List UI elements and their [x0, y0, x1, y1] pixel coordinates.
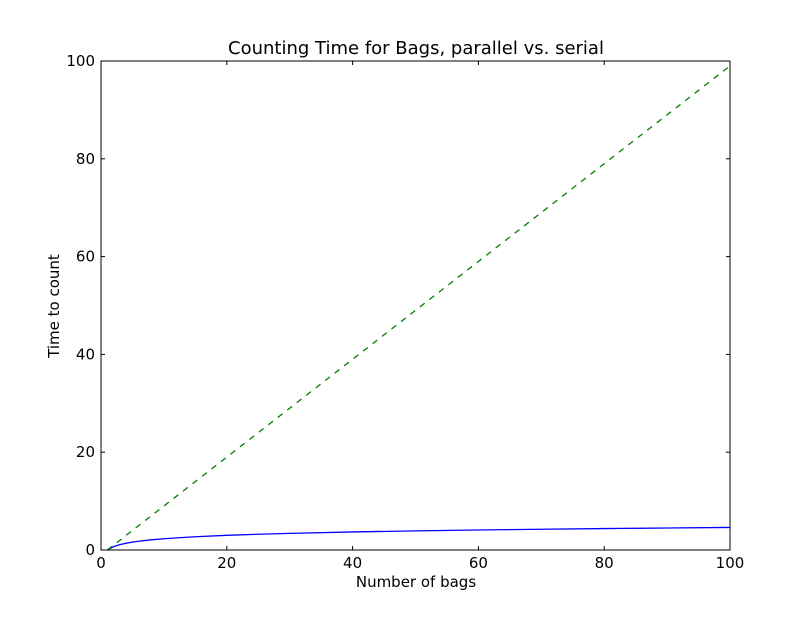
plot-frame — [100, 60, 731, 551]
y-tick-label: 20 — [76, 443, 95, 461]
plot-area — [101, 61, 730, 550]
y-tick-label: 40 — [76, 345, 95, 363]
x-tick-label: 100 — [716, 554, 745, 572]
y-tick-label: 0 — [85, 541, 95, 559]
x-tick-label: 0 — [96, 554, 106, 572]
chart-title: Counting Time for Bags, parallel vs. ser… — [228, 38, 604, 59]
y-tick-label: 60 — [76, 248, 95, 266]
x-tick-label: 20 — [217, 554, 236, 572]
x-axis-label: Number of bags — [356, 573, 476, 591]
series-layer — [106, 65, 731, 551]
y-axis-label: Time to count — [45, 254, 63, 359]
x-tick-label: 40 — [343, 554, 362, 572]
series-line-1 — [106, 526, 731, 551]
y-tick-label: 100 — [66, 52, 95, 70]
y-tick-label: 80 — [76, 150, 95, 168]
x-tick-label: 80 — [595, 554, 614, 572]
x-tick-label: 60 — [469, 554, 488, 572]
